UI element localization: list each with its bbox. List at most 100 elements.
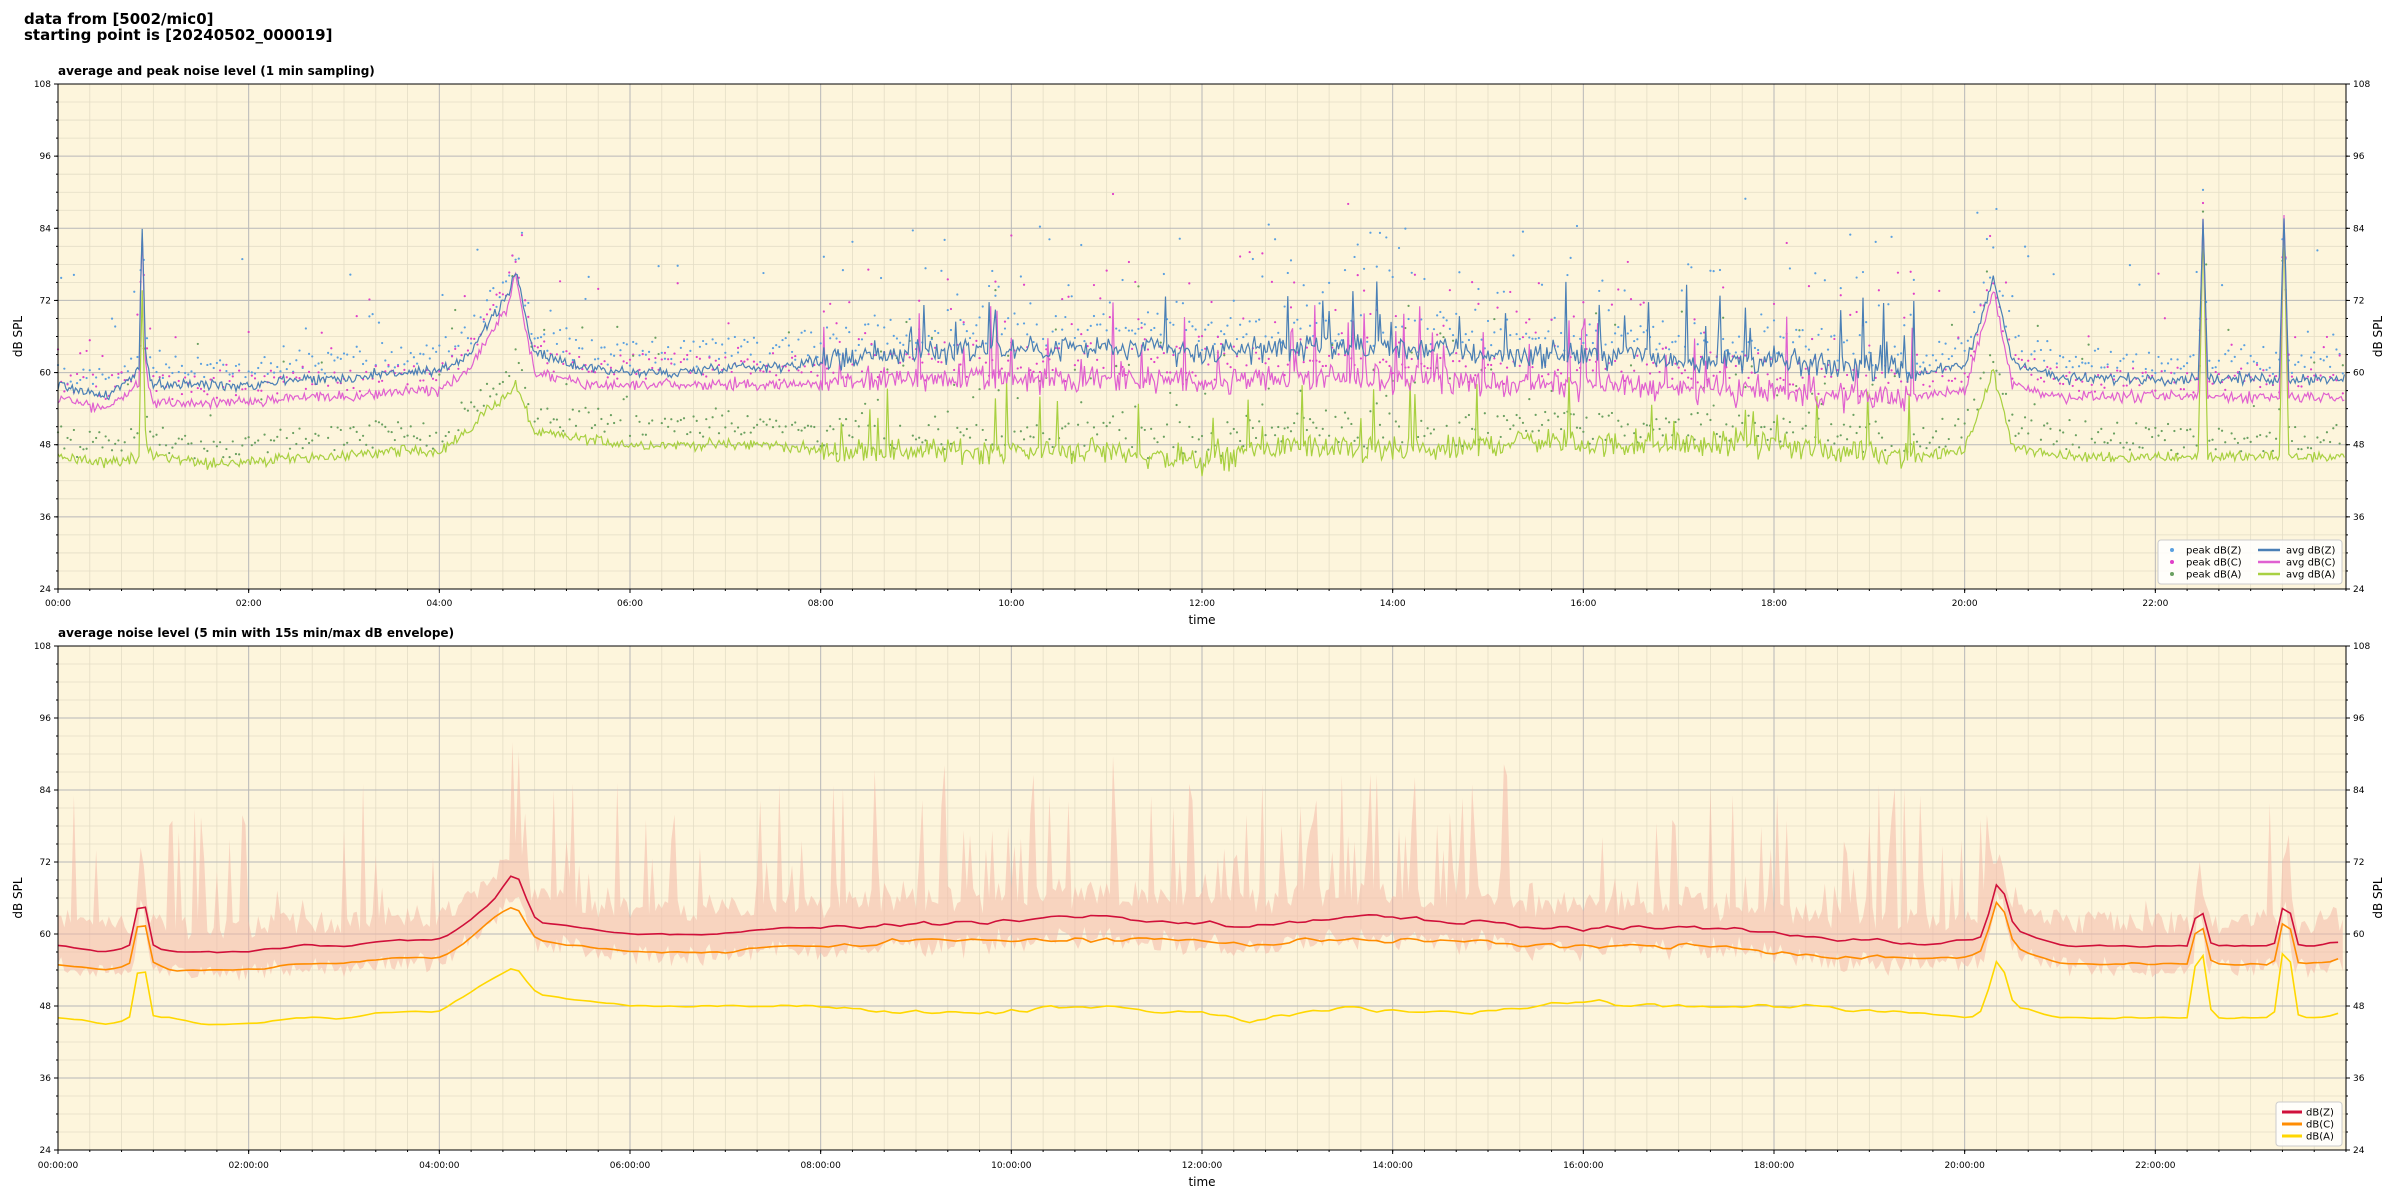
peak-dbz-point (1744, 197, 1747, 200)
peak-dbz-point (2268, 366, 2271, 369)
peak-dbz-point (272, 371, 276, 374)
peak-dba-point (2170, 448, 2173, 452)
peak-dba-point (2214, 448, 2217, 451)
peak-dba-point (1140, 426, 1143, 429)
peak-dbc-point (2103, 386, 2106, 389)
peak-dbz-point (1909, 313, 1912, 316)
peak-dbz-point (1652, 325, 1655, 328)
peak-dbz-point (479, 316, 482, 319)
peak-dba-point (517, 361, 520, 365)
peak-dba-point (978, 388, 981, 391)
peak-dba-point (686, 432, 689, 436)
peak-dbz-point (1779, 335, 1782, 338)
peak-dbz-point (1162, 272, 1165, 276)
peak-dbz-point (339, 357, 342, 360)
peak-dbz-point (1362, 267, 1366, 270)
peak-dbz-point (1194, 328, 1197, 331)
peak-dba-point (619, 419, 622, 422)
x-tick-label: 18:00:00 (1754, 1161, 1795, 1171)
peak-dbz-point (225, 369, 228, 373)
peak-dba-point (161, 426, 164, 429)
peak-dba-point (857, 425, 860, 428)
peak-dba-point (997, 389, 1000, 392)
peak-dba-point (2208, 439, 2211, 442)
peak-dba-point (1375, 402, 1378, 405)
peak-dba-point (79, 445, 82, 449)
peak-dbz-point (95, 376, 98, 379)
peak-dbc-point (1509, 290, 1512, 294)
peak-dbz-point (1820, 327, 1823, 331)
peak-dba-point (1626, 423, 1629, 426)
peak-dba-point (1471, 427, 1474, 431)
peak-dbc-point (1191, 371, 1194, 374)
peak-dbc-point (152, 375, 155, 378)
peak-dbc-point (95, 385, 98, 388)
peak-dbc-point (1976, 333, 1979, 336)
y-tick-label: 24 (40, 1146, 52, 1156)
peak-dbz-point (1124, 326, 1127, 329)
peak-dba-point (209, 414, 212, 417)
peak-dba-point (1572, 413, 1575, 416)
peak-dba-point (1537, 429, 1540, 432)
peak-dba-point (238, 453, 241, 456)
y-tick-label: 108 (34, 642, 51, 652)
peak-dbc-point (1636, 354, 1639, 357)
peak-dba-point (670, 418, 673, 421)
peak-dbz-point (1931, 354, 1934, 357)
peak-dbc-point (441, 362, 444, 365)
peak-dbz-point (1181, 302, 1185, 305)
peak-dbc-point (298, 377, 301, 380)
peak-dbz-point (504, 280, 508, 283)
peak-dbc-point (218, 369, 222, 372)
peak-dba-point (1852, 413, 1855, 416)
peak-dbz-point (203, 375, 206, 379)
peak-dba-point (1791, 431, 1795, 434)
peak-dbc-point (1502, 382, 1505, 385)
peak-dbc-point (851, 363, 854, 366)
peak-dbz-point (149, 356, 152, 359)
peak-dbz-point (1064, 315, 1067, 319)
peak-dba-point (1518, 416, 1521, 420)
peak-dba-point (253, 441, 257, 444)
peak-dbc-point (746, 358, 749, 361)
peak-dbc-point (1448, 289, 1451, 292)
peak-dba-point (501, 380, 504, 384)
peak-dba-point (1401, 441, 1404, 444)
peak-dba-point (441, 440, 444, 443)
peak-dbc-point (75, 372, 79, 376)
peak-dbc-point (2058, 382, 2062, 385)
peak-dba-point (555, 418, 559, 421)
peak-dbc-point (2046, 365, 2049, 369)
peak-dbz-point (1178, 237, 1181, 240)
peak-dbc-point (1474, 374, 1477, 377)
peak-dbc-point (628, 358, 632, 361)
peak-dbc-point (1286, 363, 1289, 366)
peak-dba-point (632, 354, 635, 357)
x-tick-label: 12:00:00 (1182, 1161, 1223, 1171)
peak-dbc-point (1712, 374, 1715, 377)
peak-dbz-point (2329, 365, 2332, 368)
peak-dbc-point (225, 363, 228, 366)
peak-dbc-point (1080, 333, 1083, 336)
peak-dba-point (1340, 426, 1343, 429)
peak-dbz-point (1353, 255, 1356, 259)
peak-dba-point (2294, 425, 2297, 429)
peak-dbc-point (317, 371, 320, 374)
peak-dbz-point (298, 349, 301, 352)
peak-dbc-point (1340, 332, 1343, 335)
peak-dbc-point (1426, 367, 1429, 370)
peak-dbc-point (489, 308, 492, 311)
peak-dbz-point (711, 338, 714, 341)
peak-dbz-point (129, 357, 133, 360)
peak-dbc-point (568, 352, 571, 355)
peak-dbc-point (450, 355, 454, 358)
peak-dba-point (794, 421, 797, 424)
peak-dbc-point (514, 260, 517, 263)
peak-dbc-point (1521, 336, 1525, 339)
peak-dba-point (1226, 421, 1229, 424)
peak-dba-point (1258, 420, 1261, 423)
peak-dbc-point (2004, 281, 2008, 284)
peak-dbc-point (2030, 373, 2033, 376)
peak-dba-point (120, 449, 123, 452)
peak-dbc-point (1922, 383, 1925, 386)
